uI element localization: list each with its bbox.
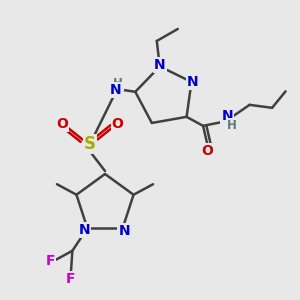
Text: F: F: [46, 254, 55, 268]
Text: O: O: [56, 117, 68, 130]
Text: F: F: [66, 272, 76, 286]
Text: O: O: [202, 144, 214, 158]
Text: N: N: [221, 109, 233, 123]
Text: N: N: [79, 223, 90, 237]
Text: H: H: [113, 77, 123, 90]
Text: N: N: [154, 58, 166, 72]
Text: O: O: [112, 117, 124, 130]
Text: S: S: [84, 135, 96, 153]
Text: N: N: [118, 224, 130, 238]
Text: N: N: [110, 83, 122, 97]
Text: H: H: [227, 119, 237, 132]
Text: N: N: [187, 75, 199, 89]
